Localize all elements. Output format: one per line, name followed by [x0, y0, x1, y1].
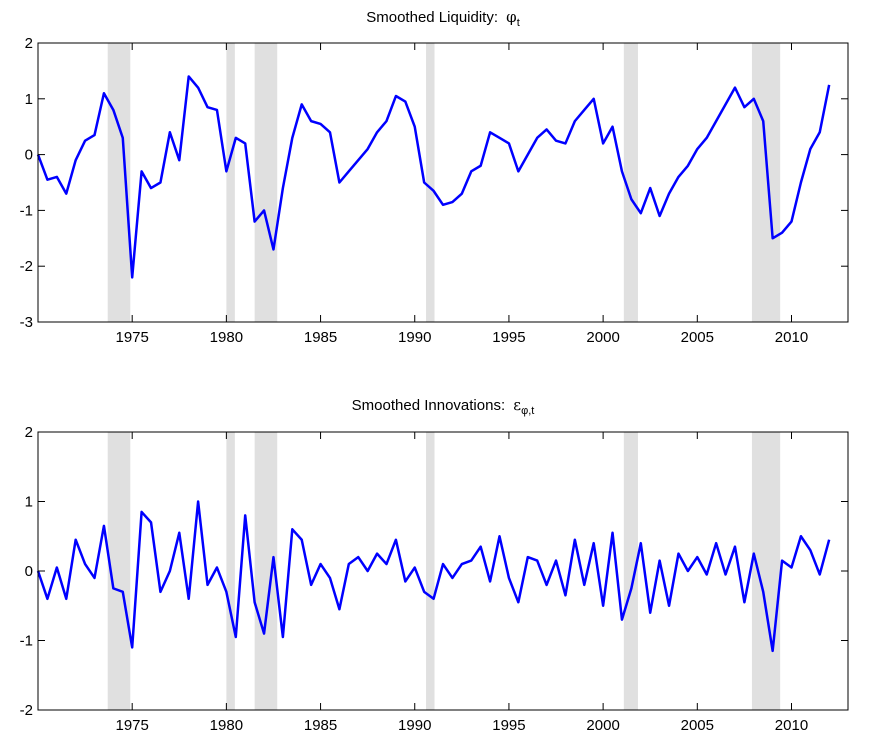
chart-title: Smoothed Innovations: εφ,t [352, 396, 535, 417]
x-tick-label: 1985 [304, 329, 337, 346]
x-tick-label: 1990 [398, 329, 431, 346]
y-tick-label: 2 [25, 424, 33, 441]
recession-band [226, 432, 235, 710]
y-tick-label: -1 [20, 633, 33, 650]
x-tick-label: 1995 [492, 717, 525, 734]
title-symbol: φ [506, 8, 517, 26]
x-tick-label: 2000 [586, 717, 619, 734]
y-tick-label: 0 [25, 147, 33, 164]
recession-band [623, 432, 638, 710]
title-subscript: t [517, 17, 520, 29]
y-tick-label: 1 [25, 91, 33, 108]
x-tick-label: 2000 [586, 329, 619, 346]
recession-band [426, 432, 435, 710]
chart-title: Smoothed Liquidity: φt [366, 8, 520, 29]
data-line [36, 500, 831, 653]
axes-frame [37, 42, 849, 323]
y-tick-label: -3 [20, 314, 33, 331]
recession-band [751, 43, 781, 322]
title-subscript: φ,t [521, 405, 534, 417]
x-tick-label: 2005 [681, 717, 714, 734]
recession-band [426, 43, 435, 322]
y-tick-label: -2 [20, 258, 33, 275]
y-tick-label: 0 [25, 563, 33, 580]
x-tick-label: 2010 [775, 329, 808, 346]
y-tick-label: -2 [20, 702, 33, 719]
panel: 1975 1980 1985 1990 1995 2000 2005 2010 -2 -1 0 1 2 S… [20, 396, 849, 734]
y-tick-label: 2 [25, 35, 33, 52]
recession-band [254, 43, 278, 322]
x-tick-label: 2005 [681, 329, 714, 346]
y-tick-label: 1 [25, 494, 33, 511]
x-tick-label: 1990 [398, 717, 431, 734]
title-text: Smoothed Innovations: [352, 397, 510, 414]
recession-band [254, 432, 278, 710]
x-tick-label: 2010 [775, 717, 808, 734]
x-tick-label: 1975 [115, 717, 148, 734]
panel: 1975 1980 1985 1990 1995 2000 2005 2010 -3 -2 -1 0 1… [20, 8, 849, 346]
x-tick-label: 1975 [115, 329, 148, 346]
recession-band [623, 43, 638, 322]
title-symbol: ε [513, 396, 521, 414]
data-line [36, 75, 831, 279]
recession-band [107, 432, 131, 710]
x-tick-label: 1985 [304, 717, 337, 734]
x-tick-label: 1980 [210, 717, 243, 734]
title-text: Smoothed Liquidity: [366, 9, 502, 26]
x-tick-label: 1995 [492, 329, 525, 346]
y-tick-label: -1 [20, 202, 33, 219]
recession-band [226, 43, 235, 322]
recession-band [751, 432, 781, 710]
x-tick-label: 1980 [210, 329, 243, 346]
